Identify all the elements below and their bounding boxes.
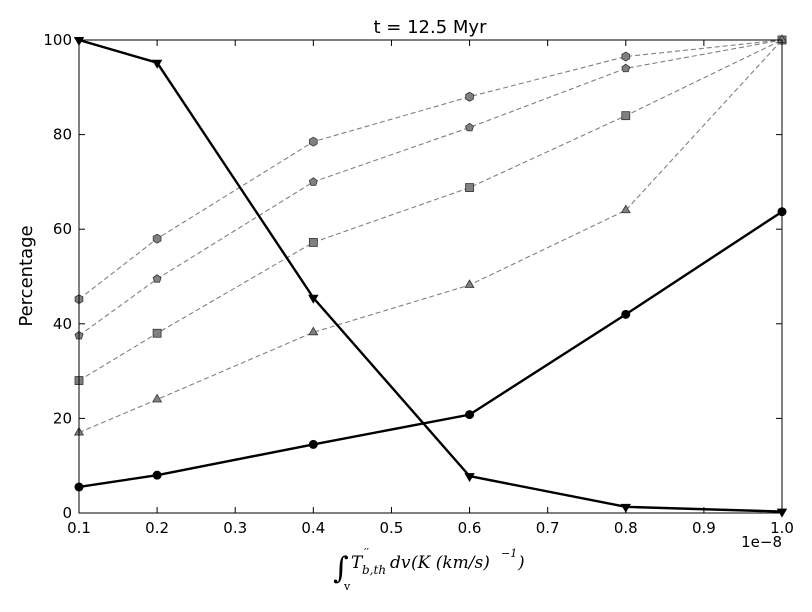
data-point-triangle-down: [151, 59, 163, 69]
series-circle: [74, 207, 787, 492]
series-line-triangle-up: [78, 39, 783, 434]
series-line-square: [78, 39, 783, 382]
data-point-triangle-up: [620, 204, 631, 214]
x-label-prime: ′′: [364, 546, 369, 559]
x-label-dv: dv: [390, 553, 411, 573]
x-label-exp: −1: [501, 547, 517, 560]
series-pentagon: [74, 35, 787, 340]
x-axis-label: ∫ v T ′′ b,th dv (K (km/s) −1 ): [333, 546, 525, 593]
data-point-square: [308, 238, 318, 247]
y-tick-label: 0: [62, 504, 72, 522]
y-tick-label: 60: [53, 220, 72, 238]
data-point-hexagon: [465, 91, 474, 102]
x-offset-label: 1e−8: [741, 533, 782, 551]
data-point-triangle-up: [464, 279, 475, 288]
y-tick-label: 100: [43, 31, 72, 49]
x-label-sub: b,th: [362, 563, 386, 577]
x-tick-label: 0.5: [380, 519, 404, 537]
series-line-circle: [78, 210, 783, 489]
data-point-triangle-down: [308, 294, 319, 304]
data-point-circle: [152, 470, 162, 480]
x-tick-label: 1.0: [770, 519, 794, 537]
x-label-subscript-v: v: [343, 580, 351, 593]
data-point-square: [621, 111, 631, 121]
x-tick-label: 0.3: [223, 519, 247, 537]
series-hexagon: [74, 35, 787, 305]
series-line-pentagon: [78, 39, 783, 337]
data-point-circle: [621, 309, 631, 319]
x-label-integral: ∫: [333, 551, 349, 586]
data-point-pentagon: [308, 177, 318, 186]
x-tick-label: 0.1: [67, 519, 91, 537]
y-tick-label: 80: [53, 126, 72, 144]
data-point-triangle-up: [308, 326, 319, 336]
data-point-square: [465, 183, 474, 192]
x-tick-label: 0.9: [692, 519, 716, 537]
chart-title: t = 12.5 Myr: [374, 17, 488, 38]
data-point-circle: [308, 439, 318, 449]
plot-frame: [78, 39, 783, 514]
data-point-triangle-up: [152, 393, 163, 403]
series-line-triangle-down: [78, 38, 783, 513]
x-tick-label: 0.7: [536, 519, 560, 537]
data-point-triangle-down: [464, 473, 475, 483]
data-point-hexagon: [621, 51, 631, 62]
ticks-layer: 0.1 0.2 0.3 0.4 0.5 0.6 0.7 0.8 0.9 1.0 0 20 40 60 80 1…: [43, 31, 794, 537]
x-label-T: T: [351, 553, 364, 573]
x-label-units: (K (km/s): [411, 553, 490, 573]
x-tick-label: 0.8: [614, 519, 638, 537]
series-layer: [73, 34, 788, 518]
data-point-square: [152, 328, 162, 338]
series-line-hexagon: [78, 39, 783, 300]
data-point-pentagon: [465, 122, 475, 132]
x-label-close: ): [517, 553, 525, 573]
y-tick-label: 40: [53, 315, 72, 333]
series-triangle-down: [73, 37, 788, 518]
x-tick-label: 0.6: [458, 519, 482, 537]
y-axis-label: Percentage: [16, 225, 37, 326]
data-point-circle: [465, 410, 475, 420]
data-point-hexagon: [309, 136, 318, 147]
data-point-pentagon: [621, 63, 631, 73]
data-point-pentagon: [152, 274, 162, 283]
y-tick-label: 20: [53, 409, 72, 427]
data-point-hexagon: [152, 233, 162, 244]
x-tick-label: 0.4: [301, 519, 325, 537]
x-tick-label: 0.2: [145, 519, 169, 537]
